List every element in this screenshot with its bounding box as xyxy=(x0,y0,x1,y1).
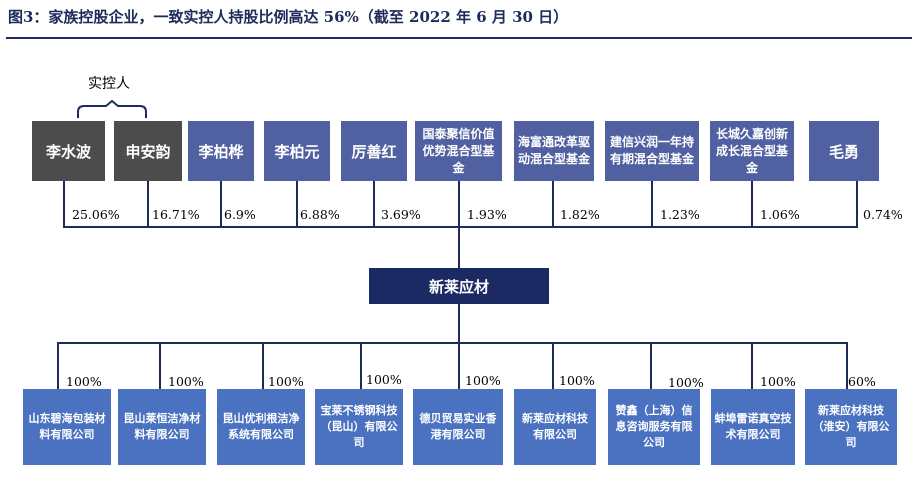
subsidiary-pct: 60% xyxy=(848,374,876,389)
controller-bracket xyxy=(77,99,147,118)
fund-box-2: 海富通改革驱动混合型基金 xyxy=(514,121,594,181)
figure-title: 图3：家族控股企业，一致实控人持股比例高达 56%（截至 2022 年 6 月 … xyxy=(8,8,569,26)
controller-label: 实控人 xyxy=(88,76,130,92)
pct-label: 0.74% xyxy=(863,207,903,222)
subsidiary-box-4: 宝莱不锈钢科技（昆山）有限公司 xyxy=(315,389,403,465)
subsidiary-box-6: 新莱应材科技有限公司 xyxy=(514,389,596,465)
pct-label: 3.69% xyxy=(381,207,421,222)
shareholder-box-4: 李柏元 xyxy=(264,121,330,181)
shareholder-box-5: 厉善红 xyxy=(341,121,407,181)
subsidiary-pct: 100% xyxy=(668,375,704,390)
subsidiary-box-2: 昆山莱恒洁净材料有限公司 xyxy=(118,389,206,465)
title-rule xyxy=(6,37,912,39)
fund-box-4: 长城久嘉创新成长混合型基金 xyxy=(710,121,794,181)
subsidiary-box-3: 昆山优利根洁净系统有限公司 xyxy=(217,389,305,465)
subsidiary-pct: 100% xyxy=(465,373,501,388)
shareholder-box-1: 李水波 xyxy=(32,121,105,181)
pct-label: 25.06% xyxy=(72,207,120,222)
pct-label: 1.82% xyxy=(560,207,600,222)
subsidiary-pct: 100% xyxy=(168,374,204,389)
subsidiary-pct: 100% xyxy=(268,374,304,389)
shareholder-box-2: 申安韵 xyxy=(114,121,182,181)
shareholder-box-3: 李柏桦 xyxy=(188,121,254,181)
subsidiary-pct: 100% xyxy=(559,373,595,388)
subsidiary-pct: 100% xyxy=(66,374,102,389)
fund-box-3: 建信兴润一年持有期混合型基金 xyxy=(605,121,699,181)
fund-box-1: 国泰聚信价值优势混合型基金 xyxy=(415,121,502,181)
subsidiary-box-8: 蚌埠雷诺真空技术有限公司 xyxy=(711,389,795,465)
pct-label: 6.9% xyxy=(224,207,256,222)
subsidiary-pct: 100% xyxy=(366,372,402,387)
subsidiary-box-7: 赞鑫（上海）信息咨询服务有限公司 xyxy=(608,389,700,465)
subsidiary-box-5: 德贝贸易实业香港有限公司 xyxy=(413,389,503,465)
shareholder-box-10: 毛勇 xyxy=(809,121,879,181)
subsidiary-box-9: 新莱应材科技（淮安）有限公司 xyxy=(805,389,897,465)
pct-label: 6.88% xyxy=(300,207,340,222)
subsidiary-box-1: 山东碧海包装材料有限公司 xyxy=(23,389,111,465)
pct-label: 1.93% xyxy=(467,207,507,222)
pct-label: 1.06% xyxy=(760,207,800,222)
pct-label: 16.71% xyxy=(152,207,200,222)
subsidiary-pct: 100% xyxy=(760,374,796,389)
center-company-box: 新莱应材 xyxy=(369,268,549,304)
pct-label: 1.23% xyxy=(660,207,700,222)
